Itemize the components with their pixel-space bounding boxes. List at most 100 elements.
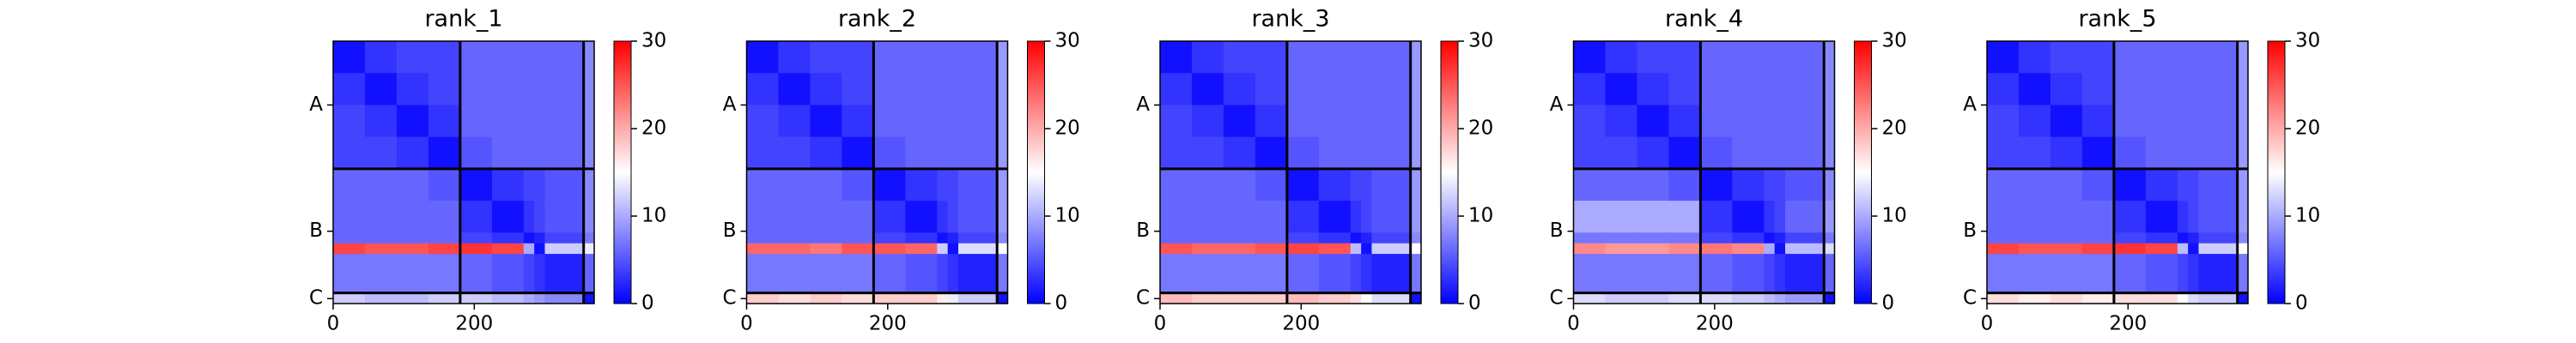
heatmap-cell bbox=[2081, 254, 2115, 294]
heatmap-cell bbox=[396, 201, 429, 233]
heatmap-cell bbox=[2198, 292, 2239, 304]
y-tick-label: C bbox=[309, 287, 323, 310]
heatmap-cell bbox=[333, 243, 366, 255]
heatmap-cell bbox=[810, 41, 842, 74]
heatmap-cell bbox=[544, 73, 585, 105]
heatmap-cell bbox=[841, 105, 874, 138]
heatmap-cell bbox=[583, 168, 595, 202]
heatmap-cell bbox=[459, 201, 493, 233]
heatmap-cell bbox=[1286, 243, 1320, 255]
heatmap-cell bbox=[1668, 243, 1701, 255]
heatmap-cell bbox=[2145, 254, 2178, 294]
heatmap-cell bbox=[459, 73, 493, 105]
heatmap-cell bbox=[937, 292, 949, 304]
heatmap-cell bbox=[2113, 254, 2147, 294]
axes-frame bbox=[1572, 40, 1836, 304]
heatmap-cell bbox=[1700, 73, 1733, 105]
heatmap-cell bbox=[1160, 201, 1193, 233]
heatmap-cell bbox=[428, 168, 461, 202]
heatmap-cell bbox=[841, 292, 874, 304]
x-tick-label: 200 bbox=[455, 313, 493, 335]
heatmap-cell bbox=[2237, 136, 2249, 170]
colorbar-tick-label: 30 bbox=[1055, 30, 1080, 52]
heatmap-cell bbox=[2113, 73, 2147, 105]
heatmap-cell bbox=[1637, 73, 1669, 105]
heatmap-cell bbox=[428, 201, 461, 233]
heatmap-cell bbox=[1700, 243, 1733, 255]
heatmap-cell bbox=[937, 73, 949, 105]
colorbar-tick-label: 20 bbox=[2295, 117, 2320, 140]
heatmap-cell bbox=[1700, 41, 1733, 74]
colorbar-tick-label: 10 bbox=[641, 205, 666, 227]
heatmap-cell bbox=[810, 243, 842, 255]
heatmap-cell bbox=[810, 136, 842, 170]
heatmap-cell bbox=[523, 232, 535, 244]
heatmap-cell bbox=[1160, 243, 1193, 255]
heatmap-cell bbox=[1286, 201, 1320, 233]
heatmap-cell bbox=[1700, 292, 1733, 304]
heatmap-cell bbox=[873, 243, 906, 255]
heatmap-cell bbox=[544, 41, 585, 74]
heatmap-cell bbox=[937, 41, 949, 74]
heatmap-cell bbox=[1824, 136, 1835, 170]
heatmap-cell bbox=[810, 232, 842, 244]
heatmap-cell bbox=[1824, 168, 1835, 202]
colorbar-tick-label: 0 bbox=[641, 292, 654, 315]
heatmap-cell bbox=[523, 254, 535, 294]
heatmap-cell bbox=[873, 168, 906, 202]
heatmap-cell bbox=[1605, 136, 1637, 170]
heatmap-cell bbox=[873, 201, 906, 233]
x-tick-label: 200 bbox=[869, 313, 907, 335]
heatmap-cell bbox=[2018, 105, 2051, 138]
heatmap-cell bbox=[364, 41, 398, 74]
heatmap-cell bbox=[1605, 41, 1637, 74]
heatmap-cell bbox=[905, 168, 938, 202]
colorbar-tick-label: 0 bbox=[1468, 292, 1481, 315]
heatmap-cell bbox=[1987, 232, 2020, 244]
y-tick-label: C bbox=[1136, 287, 1150, 310]
heatmap-cell bbox=[1784, 292, 1825, 304]
heatmap-cell bbox=[491, 201, 525, 233]
heatmap-cell bbox=[396, 136, 429, 170]
y-tick-label: C bbox=[1549, 287, 1563, 310]
heatmap-cell bbox=[1286, 73, 1320, 105]
heatmap-cell bbox=[1286, 254, 1320, 294]
heatmap-cell bbox=[2177, 243, 2189, 255]
heatmap-cell bbox=[841, 136, 874, 170]
heatmap-cell bbox=[1573, 243, 1606, 255]
heatmap-cell bbox=[491, 243, 525, 255]
heatmap-cell bbox=[746, 201, 779, 233]
heatmap-cell bbox=[1191, 105, 1224, 138]
heatmap-cell bbox=[2177, 232, 2189, 244]
heatmap-cell bbox=[905, 136, 938, 170]
colorbar-tick-label: 20 bbox=[641, 117, 666, 140]
heatmap-cell bbox=[1824, 201, 1835, 233]
heatmap-cell bbox=[997, 243, 1008, 255]
heatmap-cell bbox=[1605, 105, 1637, 138]
heatmap-cell bbox=[2188, 105, 2199, 138]
heatmap-cell bbox=[1784, 105, 1825, 138]
heatmap-cell bbox=[1371, 41, 1412, 74]
heatmap-cell bbox=[2237, 168, 2249, 202]
heatmap-cell bbox=[1732, 254, 1765, 294]
heatmap-cell bbox=[1255, 292, 1288, 304]
heatmap-cell bbox=[1732, 292, 1765, 304]
heatmap-cell bbox=[2081, 243, 2115, 255]
heatmap-cell bbox=[778, 105, 811, 138]
heatmap-cell bbox=[428, 41, 461, 74]
y-tick-label: A bbox=[1963, 93, 1977, 116]
heatmap-cell bbox=[2237, 292, 2249, 304]
heatmap-cell bbox=[364, 105, 398, 138]
heatmap-cell bbox=[1286, 105, 1320, 138]
heatmap-cell bbox=[2113, 168, 2147, 202]
heatmap-cell bbox=[1732, 41, 1765, 74]
heatmap-cell bbox=[459, 232, 493, 244]
heatmap-cell bbox=[2113, 41, 2147, 74]
heatmap-cell bbox=[2050, 292, 2083, 304]
heatmap-cell bbox=[997, 254, 1008, 294]
heatmap-cell bbox=[1361, 168, 1372, 202]
heatmap-cell bbox=[1318, 105, 1352, 138]
heatmap-cell bbox=[1350, 254, 1362, 294]
heatmap-cell bbox=[544, 232, 585, 244]
